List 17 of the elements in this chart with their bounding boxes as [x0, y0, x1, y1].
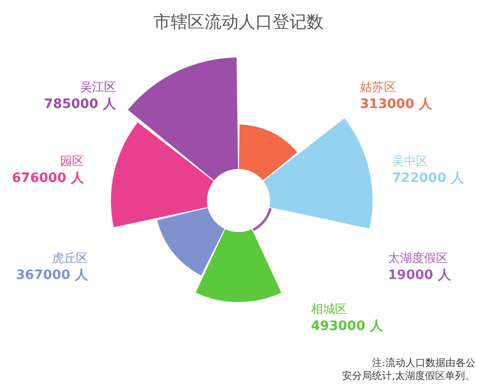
- data-label: 19000 人: [388, 268, 452, 283]
- category-label: 姑苏区: [360, 80, 396, 94]
- data-label: 367000 人: [16, 268, 89, 283]
- category-label: 吴中区: [392, 154, 428, 168]
- data-label: 676000 人: [12, 170, 85, 186]
- category-label: 太湖度假区: [388, 251, 448, 265]
- data-label: 785000 人: [44, 96, 117, 112]
- category-label: 虎丘区: [52, 251, 88, 265]
- text: 市辖区流动人口登记数: [154, 12, 324, 32]
- data-label: 722000 人: [392, 170, 465, 186]
- category-label: 吴江区: [80, 80, 116, 94]
- category-label: 园区: [60, 154, 84, 168]
- data-label: 493000 人: [311, 318, 384, 334]
- text: 安分局统计,太湖度假区单列。: [342, 370, 476, 382]
- data-label: 313000 人: [360, 96, 433, 112]
- text: 注:流动人口数据由各公: [372, 357, 476, 369]
- category-label: 相城区: [311, 302, 347, 316]
